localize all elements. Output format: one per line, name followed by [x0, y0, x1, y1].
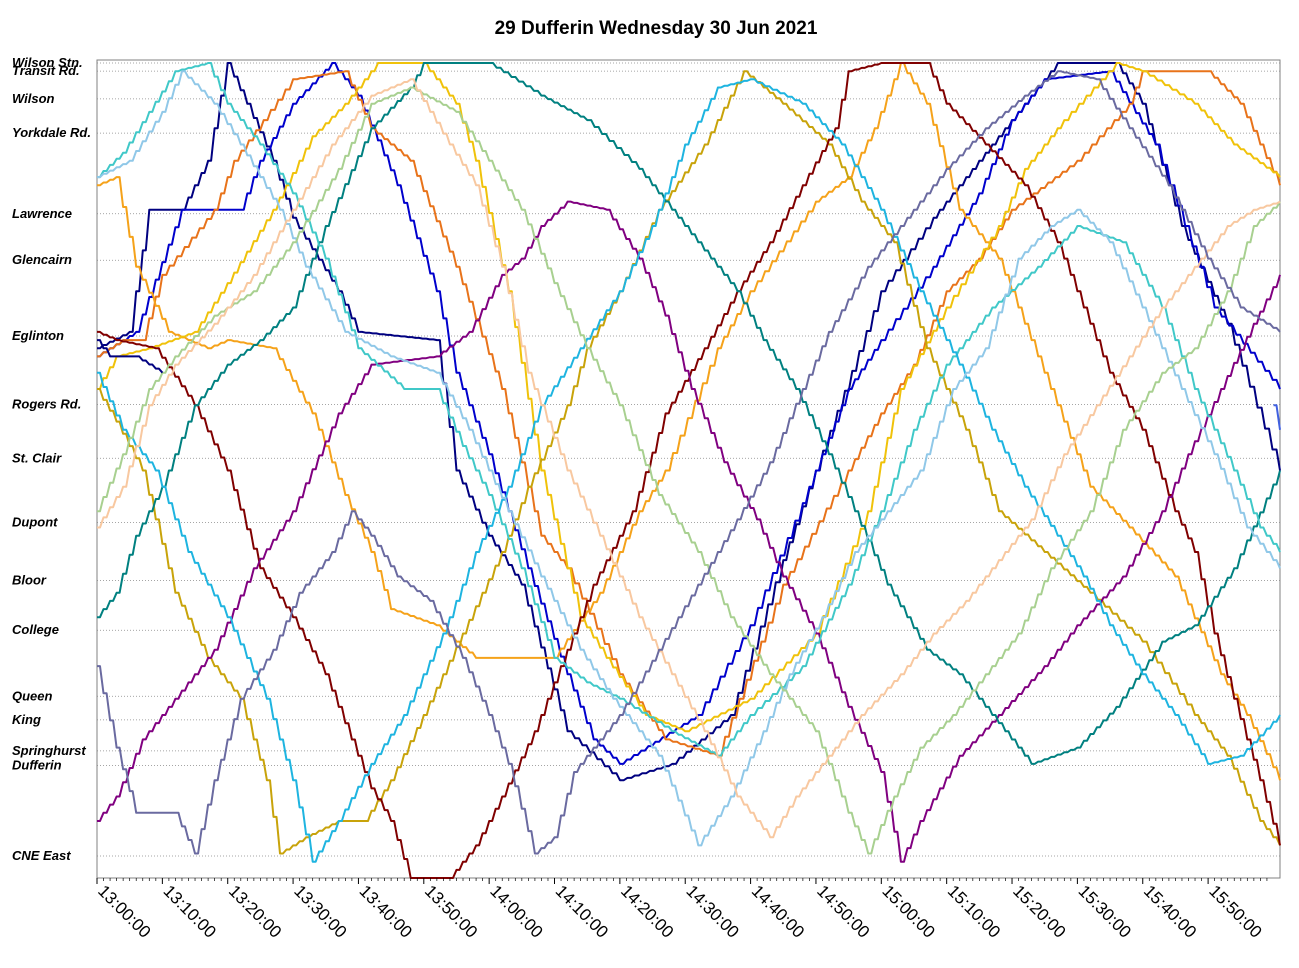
x-tick-label: 14:20:00: [617, 881, 677, 941]
trip-line-13: [97, 86, 1281, 855]
time-axis: 13:00:00 13:10:00 13:20:00 13:30:00 13:40:00…: [94, 878, 1268, 942]
x-tick-label: 14:50:00: [813, 881, 873, 941]
stop-label: CNE East: [12, 848, 71, 863]
x-tick-label: 13:40:00: [356, 881, 416, 941]
x-tick-label: 15:20:00: [1009, 881, 1069, 941]
trip-line-3: [97, 70, 1281, 757]
x-tick-label: 13:20:00: [225, 881, 285, 941]
trip-line-12: [97, 70, 1281, 847]
trip-line-7: [97, 62, 1281, 879]
trip-line-5: [97, 62, 1281, 733]
x-tick-label: 13:00:00: [94, 881, 154, 941]
stop-label: Eglinton: [12, 328, 64, 343]
stop-label: Rogers Rd.: [12, 396, 81, 411]
x-tick-label: 13:10:00: [160, 881, 220, 941]
chart-title: 29 Dufferin Wednesday 30 Jun 2021: [494, 18, 818, 39]
x-tick-label: 14:40:00: [748, 881, 808, 941]
stop-label: Bloor: [12, 573, 47, 588]
stop-label: Springhurst: [12, 743, 86, 758]
trip-line-8: [97, 200, 1281, 863]
x-tick-label: 15:50:00: [1205, 881, 1265, 941]
stop-label: St. Clair: [12, 450, 62, 465]
x-tick-label: 15:30:00: [1075, 881, 1135, 941]
stop-label: Wilson Stn.: [12, 55, 83, 70]
stop-label: King: [12, 712, 41, 727]
trip-line-16: [97, 339, 164, 374]
x-tick-label: 14:00:00: [486, 881, 546, 941]
plot-area: [96, 59, 1281, 879]
trip-lines: [97, 62, 1281, 879]
stop-label: Yorkdale Rd.: [12, 125, 91, 140]
x-tick-label: 15:10:00: [944, 881, 1004, 941]
stop-label: College: [12, 622, 59, 637]
trip-line-11: [97, 78, 1281, 863]
trip-line-14: [97, 78, 1281, 839]
x-tick-label: 14:30:00: [682, 881, 742, 941]
stop-label: Dufferin: [12, 758, 62, 773]
trip-line-15: [97, 70, 1281, 855]
x-tick-label: 13:30:00: [290, 881, 350, 941]
trip-line-1: [97, 62, 1281, 782]
stop-labels: Wilson Stn.Transit Rd. Wilson Yorkdale Rd.…: [12, 55, 91, 863]
x-tick-label: 15:00:00: [878, 881, 938, 941]
trip-line-9: [97, 62, 1281, 765]
stop-label: Wilson: [12, 91, 55, 106]
trip-line-17: [1273, 404, 1281, 430]
stop-label: Transit Rd.: [12, 63, 80, 78]
x-tick-label: 13:50:00: [421, 881, 481, 941]
stop-label: Glencairn: [12, 252, 72, 267]
trip-line-10: [97, 62, 1281, 757]
trip-line-2: [97, 62, 1281, 765]
stop-label: Lawrence: [12, 206, 72, 221]
trip-line-6: [97, 70, 1281, 855]
x-tick-label: 14:10:00: [552, 881, 612, 941]
stop-label: Queen: [12, 688, 53, 703]
trip-line-4: [97, 62, 1281, 781]
stop-label: Dupont: [12, 515, 58, 530]
x-tick-label: 15:40:00: [1140, 881, 1200, 941]
